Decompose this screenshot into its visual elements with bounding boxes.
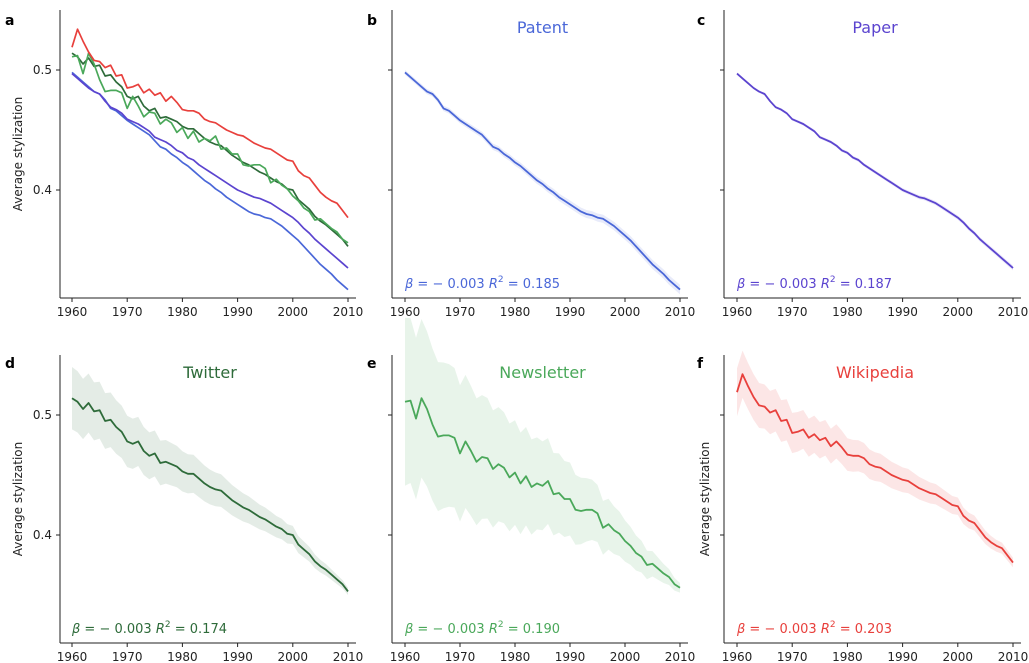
x-tick-label: 2000 [943, 650, 974, 663]
panel-title-d: Twitter [182, 363, 237, 382]
series-line-newsletter [71, 52, 349, 244]
regression-annotation: β = − 0.003 R2 = 0.190 [404, 620, 560, 637]
series-line-paper [736, 72, 1014, 269]
x-tick-label: 1970 [112, 305, 143, 319]
x-tick-label: 2010 [333, 650, 364, 663]
panel-e: e 1960 1970 1980 1990 2000 2010 Newsletter β = −… [367, 317, 696, 663]
y-tick-label: 0.5 [33, 63, 52, 77]
panel-d: d 1960 1970 1980 1990 2000 2010 0.4 0.5 Average s… [5, 355, 363, 663]
x-tick-label: 1980 [832, 305, 863, 319]
x-tick-label: 1960 [57, 650, 88, 663]
panel-letter-d: d [5, 356, 15, 372]
x-tick-label: 1970 [445, 650, 476, 663]
x-tick-label: 1970 [777, 305, 808, 319]
x-tick-label: 1990 [887, 305, 918, 319]
series-line-twitter [71, 52, 349, 247]
x-tick-label: 2000 [278, 650, 309, 663]
x-tick-label: 2000 [943, 305, 974, 319]
panel-f: f 1960 1970 1980 1990 2000 2010 Average styliza… [697, 350, 1029, 663]
regression-annotation: β = − 0.003 R2 = 0.185 [404, 275, 560, 292]
x-tick-label: 1990 [222, 650, 253, 663]
x-tick-label: 1980 [167, 650, 198, 663]
x-tick-label: 1990 [555, 650, 586, 663]
y-tick-label: 0.5 [33, 408, 52, 422]
confidence-band-patent [405, 70, 680, 295]
regression-annotation: β = − 0.003 R2 = 0.174 [71, 620, 227, 637]
series-line-wikipedia [71, 28, 349, 219]
panel-a: a 1960 1970 1980 1990 2000 2010 0.4 0.5 Average s… [5, 10, 363, 319]
x-tick-label: 1960 [722, 650, 753, 663]
x-tick-label: 1980 [167, 305, 198, 319]
x-tick-label: 1970 [777, 650, 808, 663]
x-tick-label: 1960 [57, 305, 88, 319]
confidence-band-newsletter [405, 317, 680, 593]
panel-letter-f: f [697, 356, 704, 372]
series-line-newsletter [404, 397, 681, 589]
series-line-paper [71, 72, 349, 269]
x-tick-label: 2000 [610, 650, 641, 663]
x-tick-label: 2010 [333, 305, 364, 319]
x-tick-label: 1980 [500, 650, 531, 663]
x-tick-label: 1960 [390, 305, 421, 319]
x-tick-label: 1960 [722, 305, 753, 319]
x-tick-label: 1990 [222, 305, 253, 319]
panel-b: b 1960 1970 1980 1990 2000 2010 Patent β = − 0.0… [367, 10, 695, 319]
x-tick-label: 1960 [390, 650, 421, 663]
confidence-band-wikipedia [737, 350, 1013, 568]
x-tick-label: 1970 [445, 305, 476, 319]
y-axis-label: Average stylization [11, 442, 25, 556]
x-tick-label: 1970 [112, 650, 143, 663]
confidence-band-twitter [72, 367, 348, 595]
panel-title-b: Patent [517, 18, 568, 37]
x-tick-label: 1990 [887, 650, 918, 663]
panel-title-c: Paper [852, 18, 898, 37]
x-tick-label: 2000 [610, 305, 641, 319]
panel-letter-b: b [367, 13, 377, 29]
y-tick-label: 0.4 [33, 183, 52, 197]
series-line-wikipedia [736, 373, 1014, 564]
panel-title-e: Newsletter [499, 363, 586, 382]
panel-letter-c: c [697, 13, 705, 29]
panel-title-f: Wikipedia [836, 363, 914, 382]
x-tick-label: 2000 [278, 305, 309, 319]
x-tick-label: 2010 [665, 650, 696, 663]
y-axis-label: Average stylization [698, 442, 712, 556]
series-line-patent [404, 71, 681, 291]
regression-annotation: β = − 0.003 R2 = 0.187 [736, 275, 892, 292]
x-tick-label: 1990 [555, 305, 586, 319]
x-tick-label: 2010 [998, 305, 1029, 319]
panel-letter-a: a [5, 13, 14, 29]
y-tick-label: 0.4 [33, 528, 52, 542]
panel-c: c 1960 1970 1980 1990 2000 2010 Paper β = − 0.00… [697, 10, 1028, 319]
regression-annotation: β = − 0.003 R2 = 0.203 [736, 620, 892, 637]
series-line-twitter [71, 397, 349, 592]
x-tick-label: 1980 [500, 305, 531, 319]
series-line-patent [71, 71, 349, 291]
x-tick-label: 2010 [998, 650, 1029, 663]
x-tick-label: 2010 [665, 305, 696, 319]
panel-letter-e: e [367, 356, 377, 372]
y-axis-label: Average stylization [11, 97, 25, 211]
x-tick-label: 1980 [832, 650, 863, 663]
